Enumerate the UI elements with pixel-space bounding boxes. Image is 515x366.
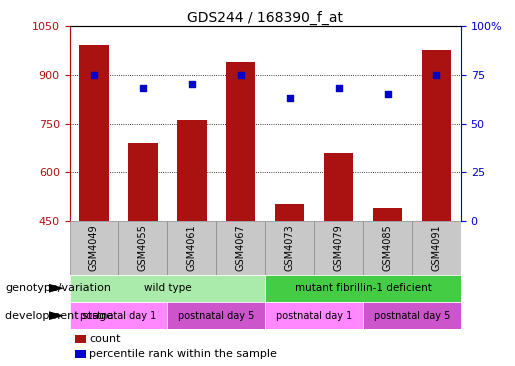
- Point: [335, 85, 343, 91]
- Text: GSM4079: GSM4079: [334, 225, 344, 271]
- Text: postnatal day 1: postnatal day 1: [276, 311, 352, 321]
- Title: GDS244 / 168390_f_at: GDS244 / 168390_f_at: [187, 11, 343, 25]
- Bar: [118, 221, 167, 274]
- Bar: [265, 302, 363, 329]
- Text: postnatal day 1: postnatal day 1: [80, 311, 157, 321]
- Point: [285, 95, 294, 101]
- Text: mutant fibrillin-1 deficient: mutant fibrillin-1 deficient: [295, 283, 432, 293]
- Bar: [177, 120, 207, 221]
- Point: [187, 82, 196, 87]
- Bar: [70, 221, 118, 274]
- Bar: [79, 45, 109, 221]
- Point: [90, 72, 98, 78]
- Bar: [422, 50, 451, 221]
- Text: GSM4055: GSM4055: [138, 224, 148, 272]
- Bar: [167, 221, 216, 274]
- Text: wild type: wild type: [144, 283, 191, 293]
- Bar: [265, 221, 314, 274]
- Text: development stage: development stage: [5, 311, 113, 321]
- Bar: [265, 274, 461, 302]
- Text: GSM4067: GSM4067: [236, 225, 246, 271]
- Bar: [70, 274, 265, 302]
- Point: [383, 91, 391, 97]
- Bar: [167, 302, 265, 329]
- Bar: [373, 208, 402, 221]
- Polygon shape: [49, 311, 64, 320]
- Bar: [363, 302, 461, 329]
- Point: [236, 72, 245, 78]
- Bar: [216, 221, 265, 274]
- Bar: [226, 61, 255, 221]
- Bar: [314, 221, 363, 274]
- Text: GSM4049: GSM4049: [89, 225, 99, 271]
- Bar: [70, 302, 167, 329]
- Text: percentile rank within the sample: percentile rank within the sample: [89, 348, 277, 359]
- Text: count: count: [89, 334, 121, 344]
- Bar: [128, 143, 158, 221]
- Text: GSM4085: GSM4085: [383, 225, 392, 271]
- Polygon shape: [49, 284, 64, 293]
- Bar: [275, 204, 304, 221]
- Bar: [412, 221, 461, 274]
- Point: [139, 85, 147, 91]
- Text: genotype/variation: genotype/variation: [5, 283, 111, 293]
- Text: GSM4073: GSM4073: [285, 225, 295, 271]
- Bar: [363, 221, 412, 274]
- Text: postnatal day 5: postnatal day 5: [178, 311, 254, 321]
- Text: GSM4091: GSM4091: [432, 225, 441, 271]
- Point: [432, 72, 440, 78]
- Bar: [324, 153, 353, 221]
- Text: postnatal day 5: postnatal day 5: [374, 311, 450, 321]
- Text: GSM4061: GSM4061: [187, 225, 197, 271]
